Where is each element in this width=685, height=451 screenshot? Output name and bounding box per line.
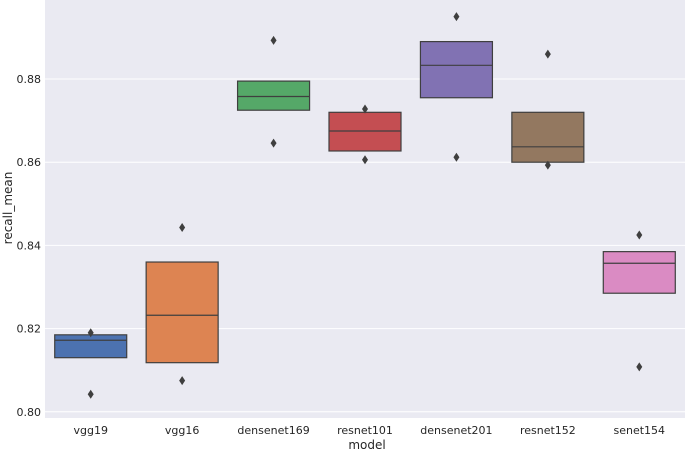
box	[236, 80, 311, 111]
x-tick-label: resnet101	[337, 424, 393, 437]
box-group-densenet201	[419, 12, 494, 162]
outlier-point	[544, 49, 551, 59]
plot-background	[45, 0, 685, 418]
box-group-vgg16	[145, 223, 219, 386]
x-tick-label: vgg16	[165, 424, 199, 437]
box-group-vgg19	[54, 328, 128, 399]
box-group-resnet101	[328, 104, 402, 165]
outlier-point	[179, 223, 186, 233]
x-tick-label: senet154	[614, 424, 666, 437]
y-tick-label: 0.86	[17, 156, 42, 169]
box	[419, 40, 494, 99]
x-tick-label: densenet201	[420, 424, 492, 437]
y-tick-label: 0.80	[17, 406, 42, 419]
outlier-point	[87, 389, 94, 399]
outlier-point	[362, 104, 368, 114]
y-tick-label: 0.82	[17, 323, 42, 336]
box	[54, 334, 128, 359]
x-axis-label: model	[348, 438, 385, 451]
box	[145, 261, 219, 364]
outlier-point	[636, 362, 643, 372]
box	[602, 251, 676, 294]
outlier-point	[453, 12, 460, 22]
outlier-point	[270, 35, 277, 45]
outlier-point	[362, 155, 368, 165]
x-tick-label: vgg19	[73, 424, 107, 437]
y-axis-label: recall_mean	[1, 172, 15, 245]
y-tick-label: 0.84	[17, 239, 42, 252]
outlier-point	[453, 152, 460, 162]
y-tick-label: 0.88	[17, 73, 42, 86]
box	[328, 111, 402, 152]
box-group-densenet169	[236, 35, 311, 148]
boxes	[54, 12, 676, 399]
box-group-senet154	[602, 230, 676, 372]
outlier-point	[636, 230, 643, 240]
box-group-resnet152	[511, 49, 585, 170]
outlier-point	[270, 138, 277, 148]
box	[511, 111, 585, 163]
outlier-point	[87, 328, 94, 338]
x-axis-ticks: vgg19 vgg16 densenet169 resnet101 densenet20…	[73, 424, 665, 437]
outlier-point	[179, 376, 186, 386]
y-axis-ticks: 0.80 0.82 0.84 0.86 0.88	[17, 73, 42, 419]
outlier-point	[544, 160, 551, 170]
x-tick-label: resnet152	[520, 424, 576, 437]
x-tick-label: densenet169	[237, 424, 309, 437]
